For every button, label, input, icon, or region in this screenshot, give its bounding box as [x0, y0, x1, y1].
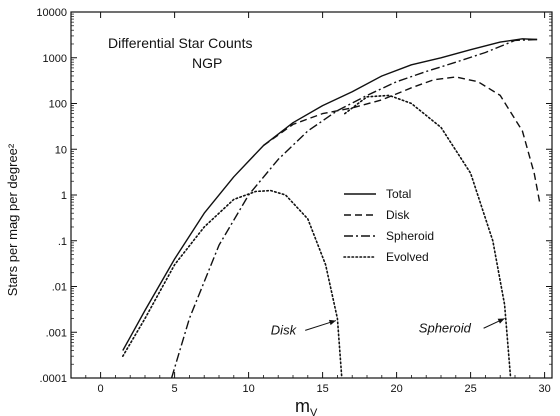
- series-line-total: [122, 38, 538, 351]
- plot-border: [70, 11, 553, 379]
- y-tick-label: 10: [55, 144, 67, 156]
- y-tick-label: 100: [49, 99, 67, 111]
- annotation-arrowhead: [328, 319, 336, 326]
- x-axis-label: m: [295, 396, 310, 416]
- series-line-evolved: [122, 189, 343, 379]
- legend-label: Evolved: [386, 250, 429, 264]
- x-axis: 0 5 10 15 20 25 30: [70, 12, 551, 395]
- x-tick-label: 5: [172, 383, 178, 395]
- series-line-spheroid: [170, 38, 538, 379]
- series-layer: [122, 38, 541, 379]
- series-line-evolved-spheroid: [344, 94, 512, 379]
- annotation-label: Disk: [271, 322, 298, 337]
- x-axis-label-sub: V: [310, 407, 318, 416]
- x-tick-label: 30: [538, 383, 550, 395]
- legend-label: Disk: [386, 208, 410, 222]
- x-tick-label: 20: [390, 383, 402, 395]
- y-tick-label: 1000: [43, 53, 67, 65]
- plot-frame: [70, 11, 553, 379]
- annotation-arrowhead: [497, 318, 505, 324]
- x-tick-label: 15: [316, 383, 328, 395]
- x-tick-label: 25: [464, 383, 476, 395]
- y-tick-label: .1: [58, 236, 67, 248]
- series-line-disk: [262, 76, 541, 206]
- annotation-label: Spheroid: [419, 320, 472, 335]
- y-tick-label: 1: [61, 190, 67, 202]
- y-tick-label: 10000: [36, 7, 67, 19]
- y-tick-label: .01: [52, 282, 67, 294]
- legend-label: Spheroid: [386, 229, 434, 243]
- y-axis: .0001 .001 .01 .1 1 10 100 1000 10000: [36, 7, 552, 385]
- y-tick-label: .001: [46, 327, 67, 339]
- legend: Total Disk Spheroid Evolved: [343, 187, 434, 264]
- annotations: Disk Spheroid: [271, 318, 505, 337]
- legend-label: Total: [386, 187, 411, 201]
- x-tick-label: 10: [242, 383, 254, 395]
- y-tick-label: .0001: [39, 373, 67, 385]
- y-axis-label: Stars per mag per degree²: [5, 143, 20, 296]
- x-tick-label: 0: [98, 383, 104, 395]
- chart-title: Differential Star Counts: [108, 35, 252, 51]
- chart-subtitle: NGP: [192, 55, 222, 71]
